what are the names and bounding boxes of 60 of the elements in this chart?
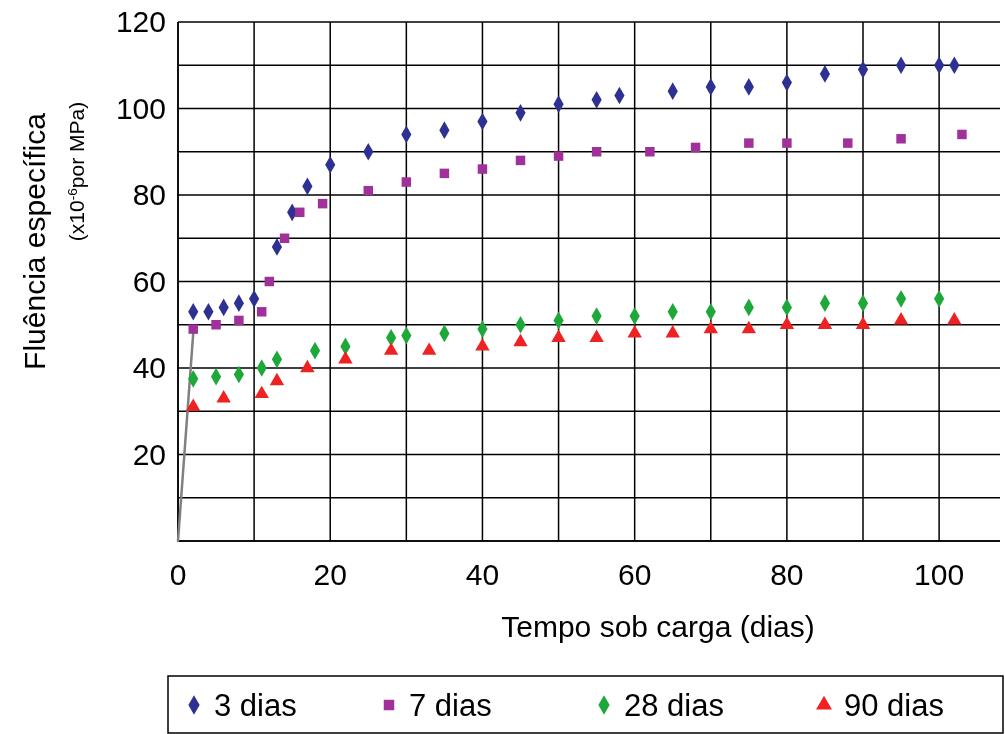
y-tick-label: 60 [132, 264, 166, 298]
point [300, 359, 315, 373]
point [741, 320, 757, 334]
x-axis-title: Tempo sob carga (dias) [501, 610, 815, 643]
point [553, 151, 564, 161]
point [279, 233, 290, 243]
x-tick-label: 20 [313, 558, 347, 591]
point [627, 325, 642, 338]
point [855, 316, 871, 329]
point [421, 342, 437, 355]
x-tick-label: 80 [770, 558, 804, 591]
point [947, 312, 962, 325]
point [896, 134, 906, 144]
point [589, 329, 604, 342]
point [957, 129, 967, 140]
point [256, 307, 267, 317]
point [188, 324, 198, 334]
point [782, 138, 792, 148]
point [665, 325, 680, 338]
point [690, 142, 701, 153]
point [338, 351, 353, 364]
point [703, 320, 718, 334]
y-tick-label: 100 [115, 91, 166, 125]
point [216, 389, 231, 403]
legend-label: 90 dias [844, 688, 944, 723]
point [645, 147, 655, 157]
point [893, 312, 909, 325]
point [254, 385, 269, 399]
point [295, 207, 305, 218]
point [477, 164, 488, 174]
point [513, 333, 528, 347]
x-tick-label: 60 [617, 558, 652, 591]
point [591, 147, 602, 157]
point [401, 177, 412, 187]
y-tick-label: 40 [132, 351, 166, 384]
x-tick-label: 100 [914, 558, 965, 591]
point [383, 342, 399, 355]
point [211, 320, 221, 330]
point [439, 168, 450, 179]
point [264, 276, 275, 287]
y-tick-label: 20 [132, 437, 166, 471]
point [475, 338, 490, 351]
point [551, 329, 566, 342]
x-tick-label: 40 [465, 558, 500, 591]
point [269, 372, 285, 386]
point [186, 398, 201, 412]
y-tick-label: 120 [115, 5, 166, 38]
point [515, 155, 526, 166]
legend-label: 28 dias [624, 688, 724, 723]
point [363, 185, 374, 196]
point [843, 138, 853, 148]
y-tick-label: 80 [132, 178, 166, 211]
point [744, 138, 754, 148]
legend-label: 7 dias [409, 688, 492, 723]
point [817, 316, 833, 329]
point [234, 315, 244, 326]
x-tick-label: 0 [169, 558, 187, 591]
point [779, 316, 795, 329]
legend-label: 3 dias [214, 688, 297, 723]
point [317, 198, 328, 209]
